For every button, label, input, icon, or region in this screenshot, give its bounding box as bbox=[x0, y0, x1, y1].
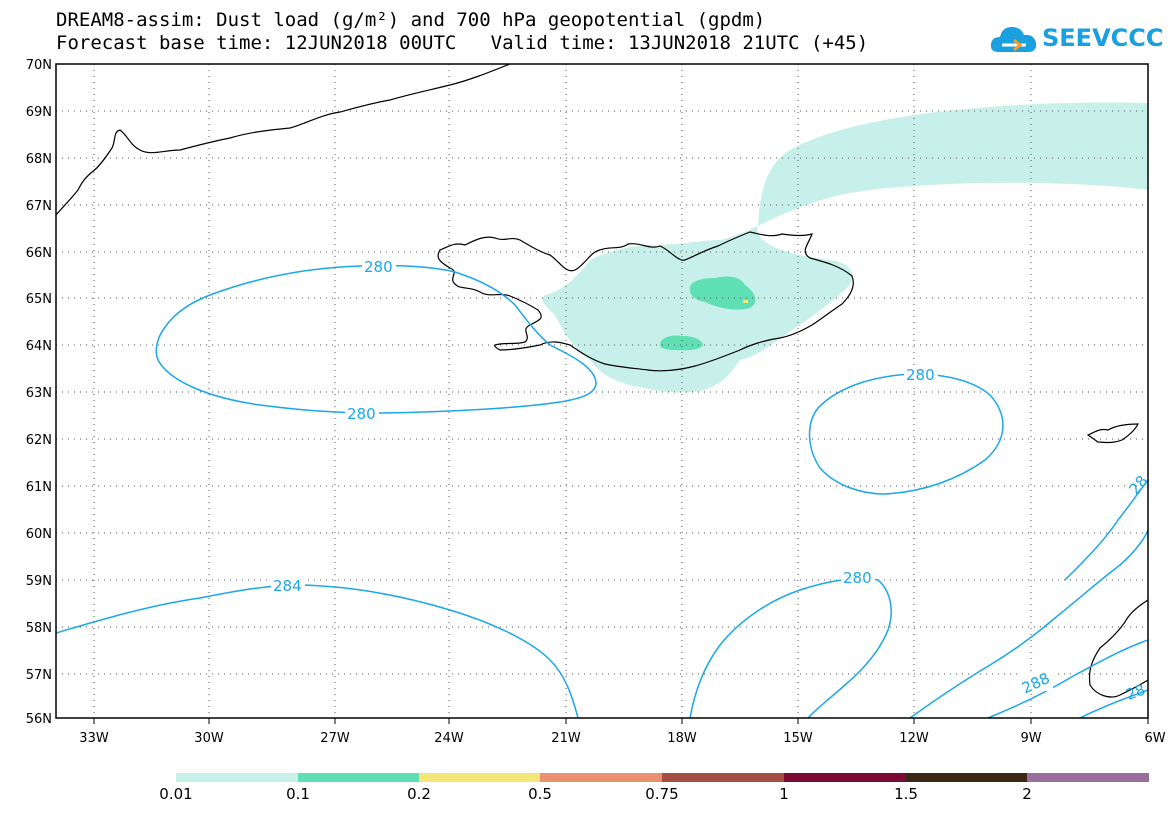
lat-label: 69N bbox=[26, 105, 52, 120]
lat-label: 57N bbox=[26, 668, 52, 683]
colorbar-label: 2 bbox=[1022, 785, 1032, 803]
colorbar-segment bbox=[176, 773, 298, 782]
coastlines bbox=[56, 64, 1148, 698]
colorbar-label: 0.75 bbox=[645, 785, 679, 803]
lat-label: 62N bbox=[26, 433, 52, 448]
lat-label: 58N bbox=[26, 621, 52, 636]
logo-text: SEEVCCC bbox=[1042, 24, 1164, 52]
cloud-logo-icon bbox=[990, 27, 1037, 52]
colorbar-segment bbox=[662, 773, 784, 782]
lat-label: 59N bbox=[26, 574, 52, 589]
contour-label-280-a: 280 bbox=[364, 258, 393, 276]
dust-shading-0.1-north bbox=[689, 276, 756, 310]
longitude-labels: 33W 30W 27W 24W 21W 18W 15W 12W 9W 6W bbox=[79, 731, 1165, 746]
contour-288-b bbox=[987, 639, 1148, 718]
lat-label: 63N bbox=[26, 386, 52, 401]
contour-label-280-c: 280 bbox=[906, 366, 935, 384]
axis-ticks bbox=[93, 718, 1149, 724]
lat-label: 66N bbox=[26, 246, 52, 261]
dust-shading-0.2-spot bbox=[743, 300, 748, 303]
lat-label: 56N bbox=[26, 712, 52, 727]
greenland-coast bbox=[56, 64, 511, 216]
contour-label-284: 284 bbox=[273, 577, 302, 595]
lon-label: 6W bbox=[1144, 731, 1165, 746]
scotland-coast bbox=[1088, 599, 1148, 698]
colorbar-label: 0.2 bbox=[407, 785, 431, 803]
contour-284 bbox=[56, 584, 579, 718]
map-title-line1: DREAM8-assim: Dust load (g/m²) and 700 h… bbox=[56, 9, 766, 31]
lon-label: 27W bbox=[320, 731, 350, 746]
lon-label: 24W bbox=[434, 731, 464, 746]
colorbar-segment bbox=[784, 773, 906, 782]
colorbar-label: 1 bbox=[779, 785, 789, 803]
colorbar-label: 0.1 bbox=[286, 785, 310, 803]
latitude-labels: 70N 69N 68N 67N 66N 65N 64N 63N 62N 61N … bbox=[26, 58, 52, 727]
contour-288-a bbox=[909, 529, 1148, 718]
contour-label-280-b: 280 bbox=[347, 405, 376, 423]
contour-28-bottom bbox=[1079, 689, 1148, 718]
lon-label: 33W bbox=[79, 731, 109, 746]
contour-label-280-d: 280 bbox=[843, 569, 872, 587]
lat-label: 61N bbox=[26, 480, 52, 495]
contour-280-south bbox=[689, 577, 892, 718]
colorbar-segment bbox=[419, 773, 540, 782]
contour-28-top bbox=[1064, 479, 1148, 581]
contour-280-east bbox=[808, 373, 1004, 495]
lon-label: 18W bbox=[667, 731, 697, 746]
colorbar-segment bbox=[298, 773, 419, 782]
lon-label: 9W bbox=[1020, 731, 1041, 746]
dust-shading-0.01 bbox=[542, 102, 1148, 393]
colorbar-segment bbox=[906, 773, 1027, 782]
lat-label: 60N bbox=[26, 527, 52, 542]
geopotential-contours bbox=[56, 264, 1148, 718]
iceland-coast bbox=[437, 231, 854, 372]
graticule bbox=[56, 64, 1148, 718]
lon-label: 30W bbox=[194, 731, 224, 746]
colorbar-segment bbox=[1027, 773, 1149, 782]
faroe-islands bbox=[1086, 423, 1139, 444]
map-title-line2: Forecast base time: 12JUN2018 00UTC Vali… bbox=[56, 32, 869, 54]
lon-label: 15W bbox=[783, 731, 813, 746]
lat-label: 64N bbox=[26, 339, 52, 354]
contour-280-west bbox=[155, 264, 597, 414]
lon-label: 12W bbox=[899, 731, 929, 746]
contour-label-28-b: 28 bbox=[1124, 680, 1148, 703]
lat-label: 65N bbox=[26, 292, 52, 307]
lat-label: 67N bbox=[26, 199, 52, 214]
plot-frame bbox=[55, 63, 1149, 719]
colorbar-label: 0.5 bbox=[528, 785, 552, 803]
colorbar-segment bbox=[540, 773, 662, 782]
colorbar-label: 1.5 bbox=[894, 785, 918, 803]
lon-label: 21W bbox=[551, 731, 581, 746]
colorbar-label: 0.01 bbox=[159, 785, 193, 803]
lat-label: 68N bbox=[26, 152, 52, 167]
dust-shading-0.1-south bbox=[660, 335, 703, 351]
seevccc-logo: SEEVCCC bbox=[990, 18, 1165, 58]
lat-label: 70N bbox=[26, 58, 52, 73]
